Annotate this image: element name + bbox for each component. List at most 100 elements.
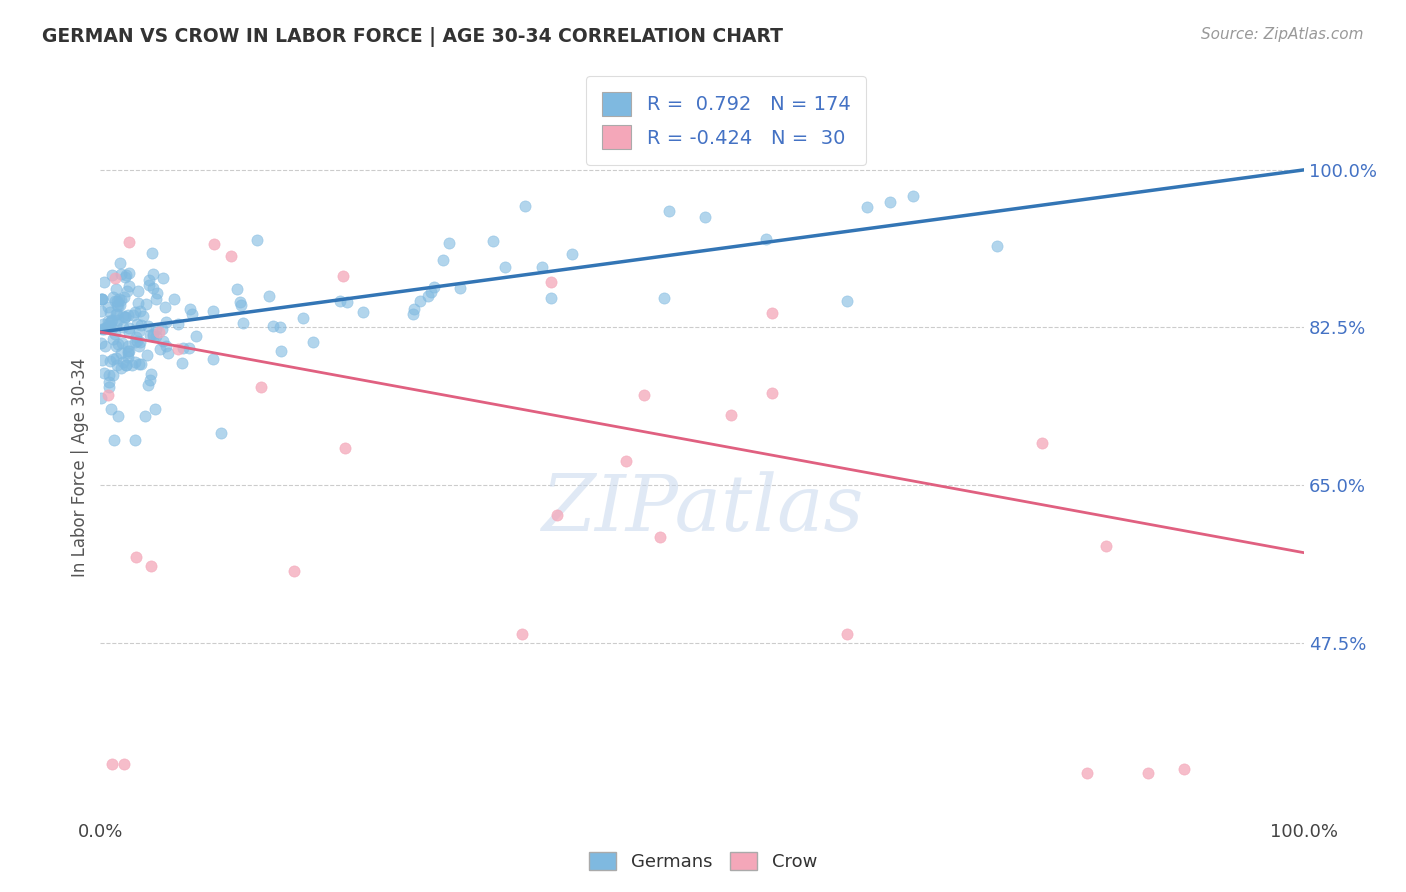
Point [142, 267, 165, 281]
Point [1095, 539, 1118, 553]
Point [117, 309, 139, 323]
Point [125, 330, 148, 344]
Point [136, 377, 159, 392]
Point [145, 321, 167, 335]
Point [153, 300, 176, 314]
Point [103, 351, 125, 366]
Point [135, 297, 157, 311]
Point [755, 232, 778, 246]
Point [155, 339, 177, 353]
Point [129, 335, 152, 350]
Point [416, 289, 439, 303]
Point [101, 332, 124, 346]
Point [118, 326, 141, 340]
Point [105, 293, 128, 308]
Point [124, 433, 146, 447]
Point [246, 233, 269, 247]
Point [128, 357, 150, 371]
Text: GERMAN VS CROW IN LABOR FORCE | AGE 30-34 CORRELATION CHART: GERMAN VS CROW IN LABOR FORCE | AGE 30-3… [42, 27, 783, 46]
Point [128, 339, 150, 353]
Point [513, 199, 536, 213]
Point [97, 388, 120, 402]
Point [142, 281, 165, 295]
Point [127, 317, 149, 331]
Point [136, 347, 159, 361]
Point [101, 313, 124, 327]
Point [93, 366, 115, 380]
Point [128, 304, 150, 318]
Point [112, 757, 135, 772]
Point [143, 402, 166, 417]
Point [90, 292, 112, 306]
Point [546, 508, 568, 522]
Point [134, 409, 156, 424]
Point [115, 284, 138, 298]
Point [132, 309, 155, 323]
Point [117, 339, 139, 353]
Point [105, 298, 128, 312]
Point [761, 385, 783, 400]
Point [139, 373, 162, 387]
Point [111, 319, 134, 334]
Point [107, 299, 129, 313]
Point [409, 294, 432, 309]
Point [720, 409, 742, 423]
Point [96, 320, 118, 334]
Point [155, 315, 177, 329]
Point [141, 245, 163, 260]
Point [141, 559, 163, 574]
Point [129, 357, 152, 371]
Point [614, 454, 637, 468]
Point [177, 341, 200, 355]
Point [181, 307, 204, 321]
Point [105, 318, 128, 332]
Point [90, 303, 112, 318]
Point [291, 310, 314, 325]
Point [104, 282, 127, 296]
Point [127, 334, 149, 348]
Point [100, 268, 122, 282]
Point [209, 426, 232, 441]
Point [835, 627, 858, 641]
Point [302, 334, 325, 349]
Point [1076, 766, 1098, 780]
Point [114, 310, 136, 324]
Point [118, 266, 141, 280]
Point [167, 318, 190, 332]
Point [100, 304, 122, 318]
Point [149, 342, 172, 356]
Point [98, 368, 121, 383]
Point [229, 298, 252, 312]
Point [352, 304, 374, 318]
Point [148, 325, 170, 339]
Point [332, 268, 354, 283]
Point [202, 237, 225, 252]
Point [105, 351, 128, 365]
Point [695, 210, 717, 224]
Y-axis label: In Labor Force | Age 30-34: In Labor Force | Age 30-34 [72, 358, 89, 577]
Point [114, 310, 136, 324]
Point [98, 380, 121, 394]
Legend: Germans, Crow: Germans, Crow [582, 845, 824, 879]
Point [142, 327, 165, 342]
Point [437, 236, 460, 251]
Point [108, 292, 131, 306]
Point [105, 358, 128, 372]
Point [124, 355, 146, 369]
Point [117, 344, 139, 359]
Point [432, 252, 454, 267]
Point [219, 249, 242, 263]
Point [139, 368, 162, 382]
Point [94, 339, 117, 353]
Point [856, 200, 879, 214]
Point [530, 260, 553, 275]
Point [650, 530, 672, 544]
Point [103, 368, 125, 382]
Point [100, 314, 122, 328]
Point [201, 304, 224, 318]
Point [97, 314, 120, 328]
Point [98, 316, 121, 330]
Point [449, 280, 471, 294]
Point [402, 307, 425, 321]
Point [141, 328, 163, 343]
